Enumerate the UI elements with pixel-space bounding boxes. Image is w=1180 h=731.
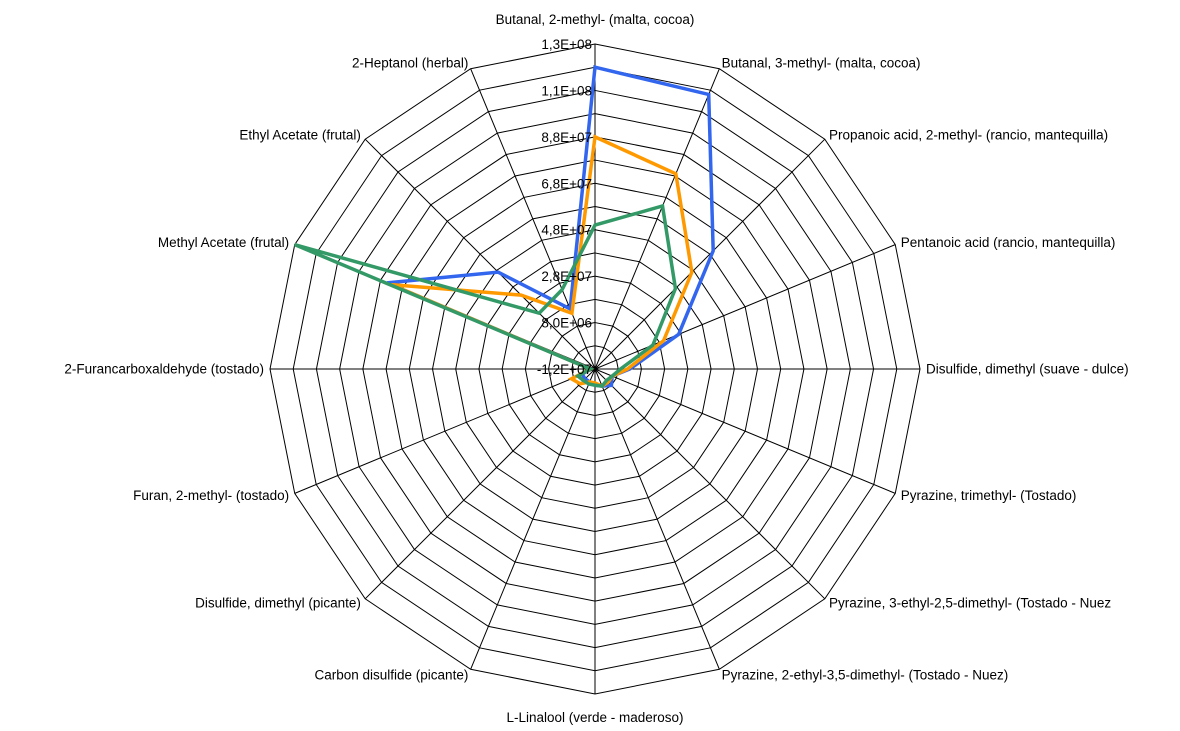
axis-label: Carbon disulfide (picante) [314,667,468,682]
axis-label: Pyrazine, 3-ethyl-2,5-dimethyl- (Tostado… [829,596,1111,611]
series-line-2 [390,134,694,389]
radar-spokes [270,44,920,694]
axis-label: Ethyl Acetate (frutal) [239,127,361,142]
axis-spoke [364,138,596,370]
axis-label: 2-Furancarboxaldehyde (tostado) [64,362,264,377]
axis-label: Disulfide, dimethyl (suave - dulce) [926,362,1129,377]
axis-label: Disulfide, dimethyl (picante) [195,596,361,611]
axis-spoke [294,368,596,494]
radar-series-group [294,65,715,389]
tick-label: 2,8E+07 [541,269,592,284]
axis-label: Pyrazine, 2-ethyl-3,5-dimethyl- (Tostado… [722,667,1009,682]
axis-label: L-Linalool (verde - maderoso) [506,710,683,725]
axis-label: Pyrazine, trimethyl- (Tostado) [901,488,1077,503]
axis-spoke [594,244,896,370]
axis-spoke [594,368,720,670]
axis-spoke [470,368,596,670]
tick-label: -1,2E+07 [537,362,592,377]
axis-label: Furan, 2-methyl- (tostado) [133,488,289,503]
radar-axis-labels: Butanal, 2-methyl- (malta, cocoa) Butanal… [64,12,1128,725]
axis-spoke [594,368,896,494]
tick-label: 6,8E+07 [541,176,592,191]
axis-label: Butanal, 3-methyl- (malta, cocoa) [722,56,921,71]
axis-spoke [594,68,720,370]
axis-spoke [594,138,826,370]
axis-label: Butanal, 2-methyl- (malta, cocoa) [496,12,695,27]
axis-label: Propanoic acid, 2-methyl- (rancio, mante… [829,127,1108,142]
series-line-3 [294,203,678,389]
tick-label: 1,3E+08 [541,37,592,52]
tick-label: 8,0E+06 [541,316,592,331]
axis-label: Pentanoic acid (rancio, mantequilla) [901,235,1116,250]
radar-tick-labels: -1,2E+07 8,0E+06 2,8E+07 4,8E+07 6,8E+07 8,8E… [537,37,592,377]
tick-label: 8,8E+07 [541,130,592,145]
axis-label: Methyl Acetate (frutal) [158,235,289,250]
axis-spoke [470,68,596,370]
tick-label: 4,8E+07 [541,223,592,238]
tick-label: 1,1E+08 [541,83,592,98]
axis-label: 2-Heptanol (herbal) [352,56,468,71]
axis-spoke [594,368,826,600]
axis-spoke [364,368,596,600]
